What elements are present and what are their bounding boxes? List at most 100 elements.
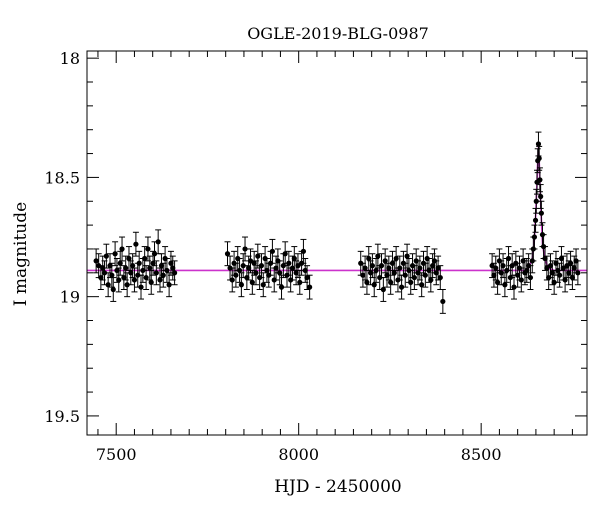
- point-marker: [388, 279, 394, 285]
- point-marker: [567, 260, 574, 266]
- data-point: [369, 253, 376, 279]
- data-point: [229, 267, 236, 293]
- data-point: [532, 207, 539, 233]
- chart-title: OGLE-2019-BLG-0987: [247, 24, 429, 43]
- point-marker: [542, 255, 548, 262]
- plot-inner: [87, 131, 587, 314]
- data-point: [365, 246, 372, 271]
- point-marker: [291, 255, 297, 262]
- point-marker: [389, 260, 396, 266]
- point-marker: [236, 267, 243, 274]
- data-point: [132, 231, 139, 257]
- data-point: [263, 258, 270, 283]
- point-marker: [133, 241, 139, 247]
- point-marker: [575, 270, 581, 276]
- data-point: [407, 269, 414, 295]
- data-point: [518, 267, 525, 293]
- point-marker: [142, 255, 148, 262]
- point-marker: [551, 279, 557, 285]
- data-point: [567, 250, 574, 276]
- model-curve: [87, 146, 587, 272]
- point-marker: [538, 210, 544, 216]
- point-marker: [121, 274, 127, 281]
- point-marker: [307, 284, 313, 290]
- point-marker: [393, 255, 399, 262]
- point-marker: [114, 267, 120, 274]
- plot-frame: [86, 50, 588, 436]
- point-marker: [164, 267, 170, 274]
- point-marker: [511, 284, 517, 290]
- y-tick-label: 19.5: [44, 407, 80, 426]
- point-marker: [360, 272, 366, 278]
- point-marker: [555, 267, 561, 274]
- data-point: [155, 229, 162, 255]
- data-point: [380, 277, 387, 302]
- data-point: [373, 258, 380, 283]
- point-marker: [136, 260, 142, 266]
- point-marker: [116, 277, 122, 283]
- point-marker: [419, 282, 425, 288]
- point-marker: [246, 265, 252, 271]
- point-marker: [131, 277, 138, 283]
- point-marker: [289, 265, 296, 271]
- point-marker: [100, 265, 106, 271]
- point-marker: [158, 263, 165, 269]
- y-tick-label: 18.5: [44, 168, 80, 187]
- data-point: [112, 241, 119, 267]
- data-point: [99, 255, 106, 281]
- plot-area: [87, 131, 587, 314]
- point-marker: [408, 279, 414, 285]
- point-marker: [273, 265, 279, 271]
- data-point: [385, 255, 392, 281]
- point-marker: [569, 274, 576, 281]
- data-point: [535, 131, 542, 157]
- point-marker: [537, 177, 543, 183]
- data-point: [122, 255, 129, 281]
- data-point: [141, 246, 148, 271]
- point-marker: [143, 274, 149, 281]
- point-marker: [249, 279, 255, 285]
- data-point: [153, 260, 160, 286]
- data-point: [110, 277, 117, 302]
- data-point: [551, 269, 558, 295]
- point-marker: [402, 272, 408, 278]
- data-point: [131, 267, 138, 293]
- data-point: [93, 248, 100, 274]
- point-marker: [375, 253, 381, 259]
- point-marker: [571, 265, 577, 271]
- point-marker: [553, 260, 559, 266]
- point-marker: [107, 263, 113, 269]
- point-marker: [515, 272, 521, 278]
- data-point: [124, 272, 131, 298]
- point-marker: [491, 272, 497, 278]
- point-marker: [536, 155, 542, 161]
- data-point: [119, 236, 126, 262]
- data-point: [276, 260, 283, 286]
- point-marker: [253, 270, 259, 276]
- point-marker: [415, 270, 421, 276]
- point-marker: [378, 263, 385, 269]
- point-marker: [155, 239, 161, 245]
- point-marker: [138, 284, 144, 290]
- data-point: [105, 272, 112, 298]
- point-marker: [547, 263, 554, 269]
- point-marker: [255, 253, 261, 259]
- point-marker: [366, 255, 372, 262]
- point-marker: [101, 270, 108, 276]
- data-point: [437, 265, 444, 291]
- data-point: [260, 272, 267, 298]
- data-point: [249, 269, 256, 295]
- data-point: [536, 167, 543, 193]
- point-marker: [391, 270, 397, 276]
- data-point: [402, 262, 409, 288]
- point-marker: [417, 265, 423, 271]
- point-marker: [119, 246, 125, 252]
- point-marker: [117, 260, 123, 266]
- point-marker: [505, 255, 512, 262]
- point-marker: [258, 263, 265, 269]
- data-point: [531, 224, 538, 250]
- point-marker: [533, 198, 539, 204]
- point-marker: [411, 274, 417, 281]
- point-marker: [369, 263, 376, 269]
